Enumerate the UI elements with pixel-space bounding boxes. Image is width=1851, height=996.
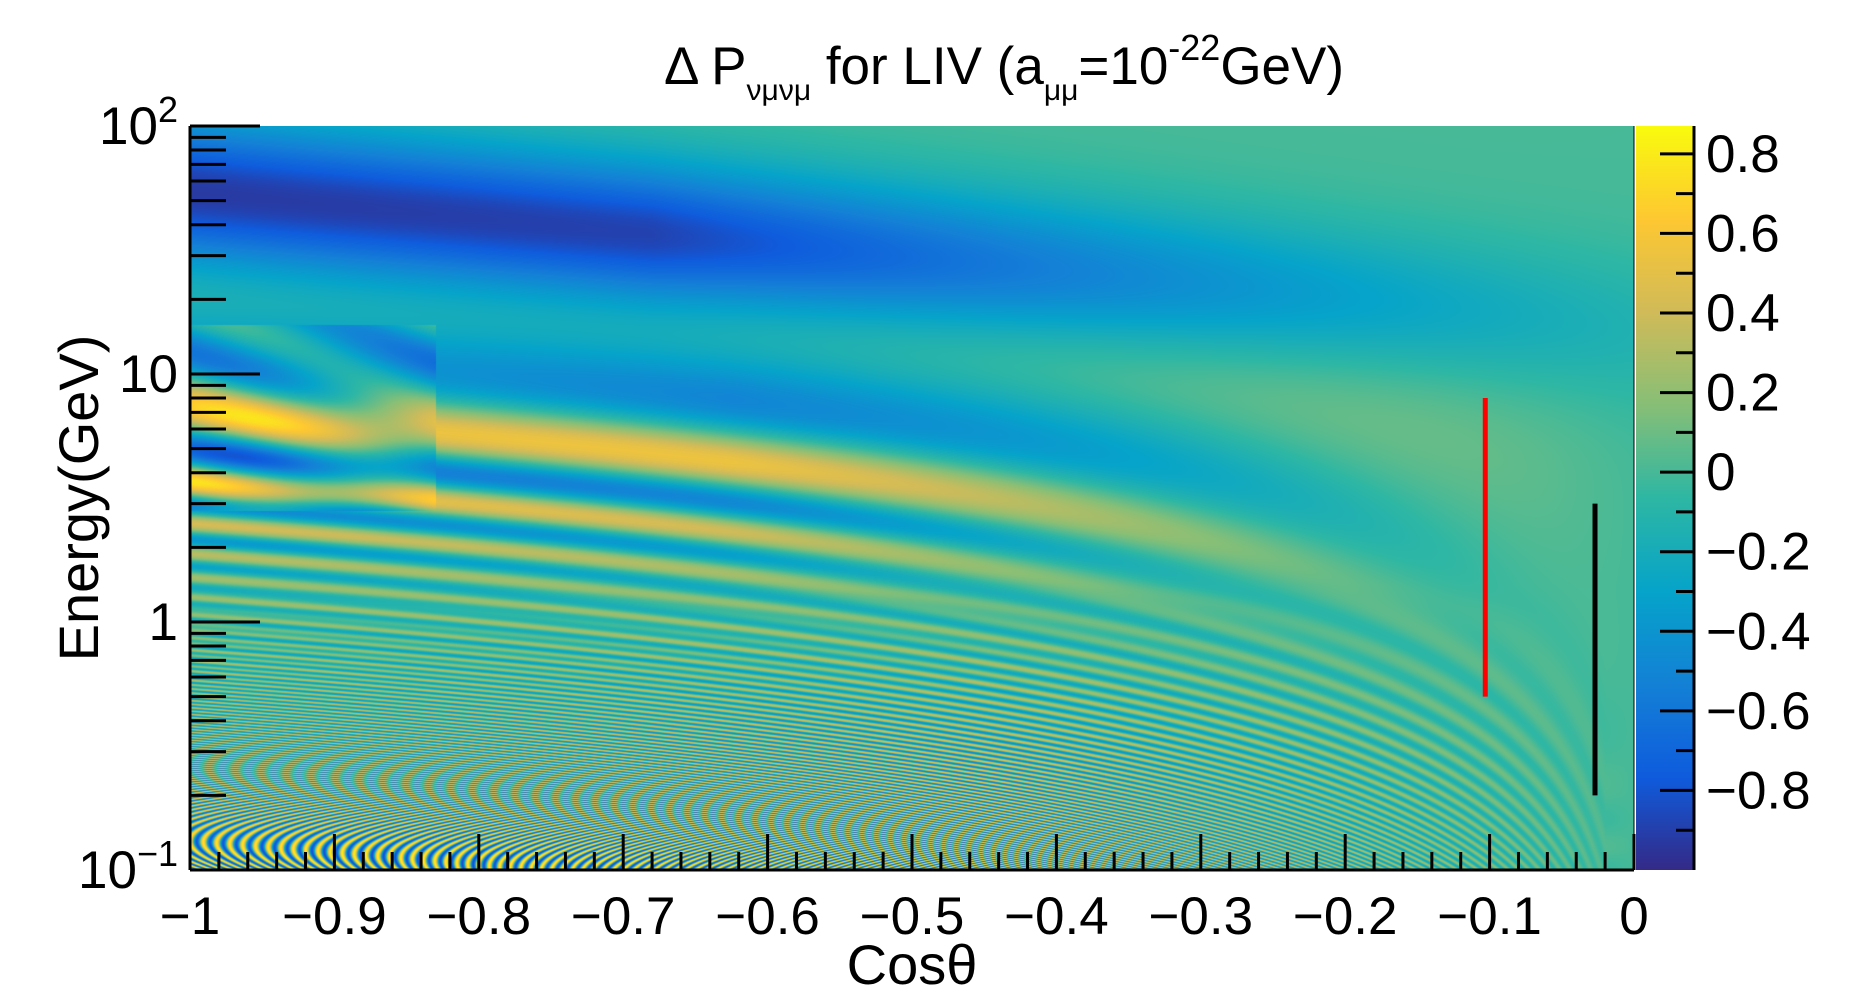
y-axis-title: Energy(GeV)	[47, 335, 110, 662]
colorbar-tick-label: −0.2	[1706, 523, 1811, 582]
x-tick-label: −0.9	[282, 887, 387, 946]
colorbar-tick-label: 0.4	[1706, 284, 1780, 343]
x-axis-title: Cosθ	[847, 933, 978, 996]
plot-frame	[188, 126, 1635, 872]
x-tick-label: −0.8	[426, 887, 531, 946]
x-tick-label: −1	[160, 887, 220, 946]
x-tick-label: 0	[1619, 887, 1648, 946]
y-tick-label: 102	[99, 89, 178, 156]
colorbar-axis: 0.8 0.6 0.4 0.2 0 −0.2 −0.4 −0.6 −0.8	[1660, 125, 1811, 870]
y-tick-label: 1	[149, 593, 178, 652]
colorbar	[1636, 126, 1694, 870]
title-prefix: Δ P	[664, 37, 747, 96]
colorbar-tick-label: 0.8	[1706, 125, 1780, 184]
title-middle: for LIV (a	[811, 37, 1044, 96]
y-tick-label: 10	[119, 345, 178, 404]
marker-lines	[1482, 398, 1598, 796]
colorbar-tick-label: 0	[1706, 443, 1735, 502]
x-axis: −1 −0.9 −0.8 −0.7 −0.6 −0.5 −0.4 −0.3 −0.2 −0.1 0	[160, 834, 1649, 946]
x-tick-label: −0.7	[571, 887, 676, 946]
x-tick-label: −0.3	[1148, 887, 1253, 946]
title-equals: =10	[1078, 37, 1168, 96]
chart-title: Δ Pνμνμ for LIV (aμμ=10-22GeV)	[664, 27, 1344, 107]
colorbar-tick-label: −0.6	[1706, 682, 1811, 741]
x-tick-label: −0.6	[715, 887, 820, 946]
x-tick-label: −0.4	[1004, 887, 1109, 946]
x-tick-label: −0.2	[1293, 887, 1398, 946]
title-suffix: GeV)	[1220, 37, 1344, 96]
title-exponent: -22	[1168, 27, 1220, 68]
colorbar-tick-label: −0.4	[1706, 602, 1811, 661]
x-tick-label: −0.5	[860, 887, 965, 946]
y-tick-label: 10−1	[78, 833, 178, 900]
colorbar-tick-label: 0.6	[1706, 204, 1780, 263]
colorbar-tick-label: 0.2	[1706, 364, 1780, 423]
title-subscript: νμνμ	[747, 74, 812, 107]
title-subscript2: μμ	[1044, 74, 1079, 107]
colorbar-tick-label: −0.8	[1706, 761, 1811, 820]
heatmap-plot	[190, 126, 1634, 870]
x-tick-label: −0.1	[1437, 887, 1542, 946]
y-axis: 10−1 1 10 102	[78, 89, 260, 900]
